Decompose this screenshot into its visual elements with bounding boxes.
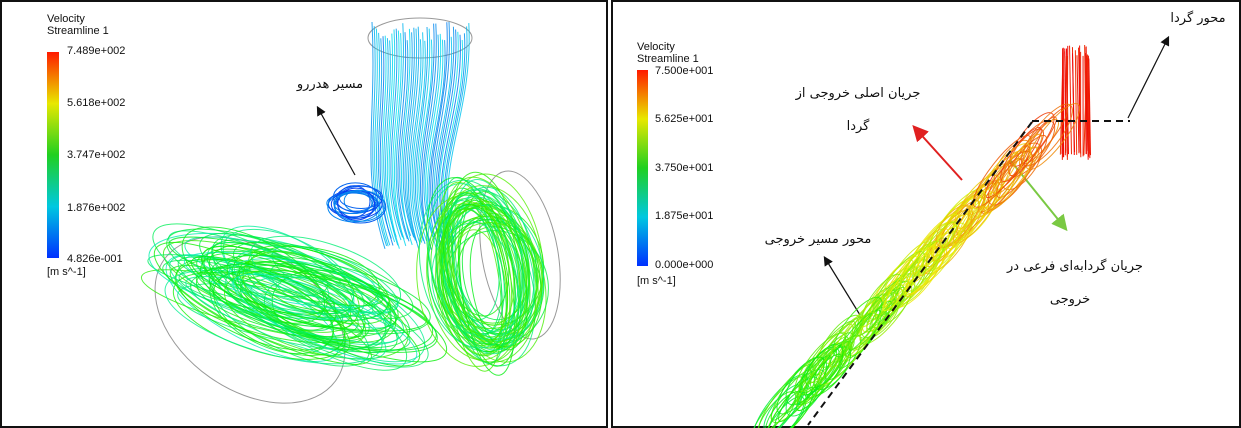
streamline [339, 186, 382, 208]
legend-title: Velocity [47, 13, 85, 25]
legend-tick: 7.489e+002 [67, 45, 125, 57]
legend-subtitle: Streamline 1 [637, 53, 699, 65]
legend-title: Velocity [637, 41, 675, 53]
annotation: خروجی [1050, 292, 1090, 307]
legend-tick: 0.000e+000 [655, 259, 713, 271]
arrow [915, 128, 962, 180]
annotation: محور مسیر خروجی [765, 232, 872, 247]
legend-tick: 3.750e+001 [655, 162, 713, 174]
figure: Velocity Streamline 1 7.489e+002 5.618e+… [0, 0, 1241, 428]
annotation: مسیر هدررو [296, 77, 363, 92]
arrow [1128, 38, 1168, 118]
annotation: جریان گردابه‌ای فرعی در [1006, 258, 1143, 274]
streamline [1070, 46, 1072, 155]
arrow [318, 108, 355, 175]
legend-subtitle: Streamline 1 [47, 25, 109, 37]
legend-tick: 5.625e+001 [655, 113, 713, 125]
annotation: گردا [847, 118, 871, 134]
legend-unit: [m s^-1] [637, 275, 676, 287]
legend-tick: 4.826e-001 [67, 253, 123, 265]
streamline [1075, 50, 1076, 155]
legend-tick: 1.875e+001 [655, 210, 713, 222]
legend-tick: 7.500e+001 [655, 65, 713, 77]
legend-tick: 1.876e+002 [67, 202, 125, 214]
legend-unit: [m s^-1] [47, 266, 86, 278]
arrow [825, 258, 860, 315]
color-bar [637, 70, 648, 266]
streamline [334, 192, 372, 213]
legend-tick: 5.618e+002 [67, 97, 125, 109]
annotation: جریان اصلی خروجی از [795, 86, 921, 101]
legend-tick: 3.747e+002 [67, 149, 125, 161]
color-bar [47, 52, 59, 258]
annotation: محور گردا [1170, 10, 1225, 26]
